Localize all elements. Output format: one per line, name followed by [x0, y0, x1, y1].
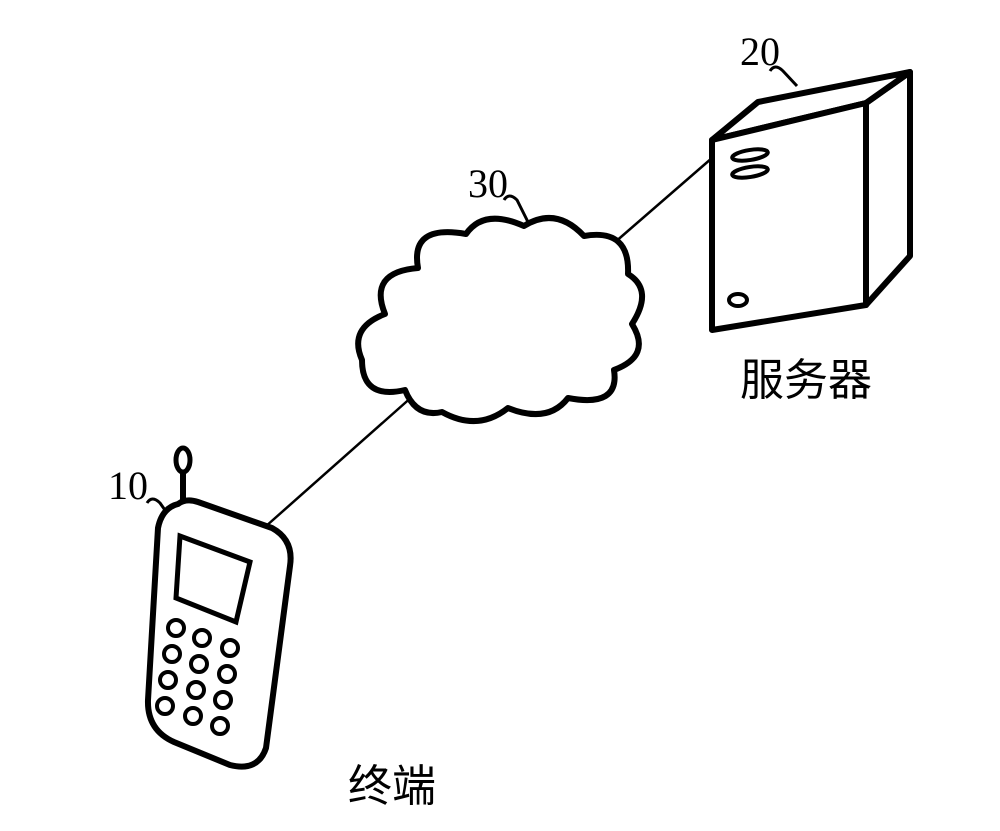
server-icon — [712, 72, 910, 330]
label-terminal: 终端 — [348, 750, 436, 814]
edge-cloud-server — [606, 158, 712, 250]
cloud-icon — [358, 218, 642, 421]
diagram-svg — [0, 0, 1000, 831]
ref-number-10: 10 — [108, 462, 148, 509]
label-server: 服务器 — [740, 344, 872, 408]
edge-terminal-cloud — [265, 395, 414, 527]
network-diagram: 10 20 30 终端 服务器 — [0, 0, 1000, 831]
mobile-phone-icon — [148, 448, 291, 767]
ref-number-20: 20 — [740, 28, 780, 75]
ref-number-30: 30 — [468, 160, 508, 207]
